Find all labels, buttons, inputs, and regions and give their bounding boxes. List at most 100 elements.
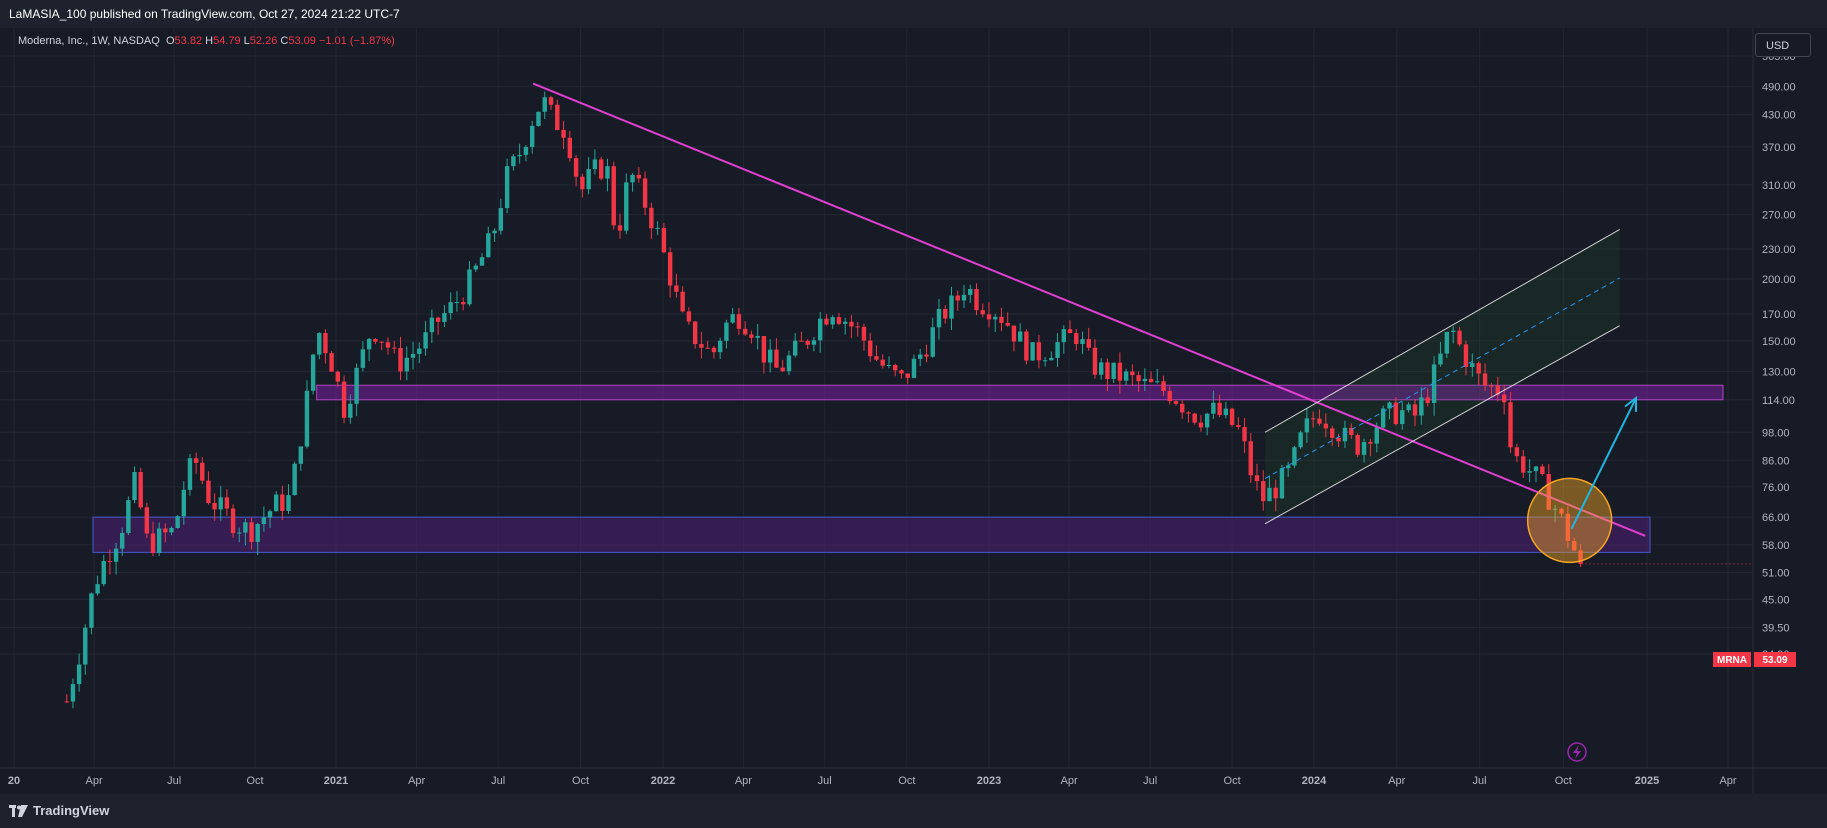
candle-body	[736, 314, 742, 329]
x-tick-label: 2021	[324, 775, 348, 787]
candle-body	[1254, 475, 1260, 482]
candle-body	[1180, 403, 1185, 413]
candle-body	[605, 166, 610, 179]
candle-body	[1036, 342, 1042, 361]
x-tick-label: Jul	[167, 775, 181, 787]
candle-body	[1074, 333, 1079, 344]
candle-body	[1030, 342, 1035, 361]
legend-symbol: Moderna, Inc., 1W, NASDAQ	[18, 35, 160, 47]
candle-body	[1393, 402, 1399, 425]
candle-body	[379, 341, 384, 343]
candle-body	[1304, 418, 1310, 433]
candle-body	[1080, 339, 1085, 344]
candle-body	[1406, 404, 1411, 411]
tradingview-logo-icon	[9, 804, 28, 817]
candle-body	[649, 207, 654, 229]
lightning-icon[interactable]	[1567, 742, 1587, 762]
currency-button[interactable]: USD	[1755, 33, 1811, 57]
candle-body	[674, 285, 679, 292]
x-tick-label: 2025	[1635, 775, 1659, 787]
y-tick-label: 86.00	[1762, 455, 1790, 467]
candle-body	[1495, 385, 1500, 395]
x-tick-label: 2024	[1302, 775, 1327, 787]
candle-body	[542, 97, 547, 112]
candle-body	[1546, 474, 1551, 510]
candle-body	[1117, 362, 1123, 381]
candle-body	[1451, 330, 1456, 332]
candle-body	[548, 97, 554, 105]
candle-body	[1267, 487, 1272, 502]
candle-body	[1011, 325, 1017, 342]
candle-body	[1438, 353, 1443, 365]
candle-body	[243, 522, 248, 533]
candle-body	[206, 480, 211, 503]
candle-body	[467, 269, 472, 305]
candle-body	[113, 548, 119, 562]
x-tick-label: 20	[8, 775, 20, 787]
candle-body	[1521, 456, 1526, 473]
candle-body	[855, 326, 860, 328]
candle-body	[1024, 331, 1029, 361]
candle-body	[730, 314, 735, 323]
candle-body	[429, 317, 435, 333]
candle-body	[1470, 363, 1475, 367]
y-tick-label: 200.00	[1762, 274, 1796, 286]
candle-body	[1329, 428, 1335, 438]
candle-body	[692, 321, 698, 345]
legend-high-label: H	[205, 35, 214, 47]
candle-body	[163, 528, 168, 533]
y-tick-label: 150.00	[1762, 336, 1796, 348]
x-tick-label: Jul	[1143, 775, 1157, 787]
y-tick-label: 170.00	[1762, 309, 1796, 321]
candle-body	[573, 158, 579, 177]
candle-body	[993, 316, 998, 320]
candle-body	[886, 365, 892, 367]
legend-open-label: O	[165, 35, 175, 47]
candle-body	[169, 527, 174, 533]
candle-body	[1223, 408, 1229, 416]
candle-body	[1261, 481, 1266, 502]
candle-body	[329, 353, 334, 372]
candle-body	[586, 169, 591, 190]
candle-body	[286, 495, 291, 511]
candle-body	[1323, 423, 1329, 429]
candle-body	[267, 511, 273, 518]
candle-body	[861, 326, 867, 341]
candle-body	[392, 347, 397, 349]
candle-body	[1279, 468, 1285, 499]
candle-body	[156, 528, 162, 553]
candle-body	[1527, 471, 1532, 473]
candle-body	[580, 176, 585, 190]
y-tick-label: 66.00	[1762, 512, 1790, 524]
candle-body	[323, 333, 328, 354]
candle-body	[1017, 331, 1023, 342]
candle-body	[630, 174, 635, 183]
candle-body	[498, 208, 504, 231]
candle-body	[1431, 364, 1437, 403]
tradingview-brand[interactable]: TradingView	[9, 803, 109, 818]
publish-header: LaMASIA_100 published on TradingView.com…	[0, 0, 1827, 28]
candle-body	[249, 522, 254, 542]
candle-body	[530, 125, 535, 148]
candle-body	[724, 322, 729, 341]
candle-body	[1368, 442, 1373, 444]
candle-body	[423, 332, 428, 349]
chart-frame[interactable]: 565.00490.00430.00370.00310.00270.00230.…	[0, 28, 1827, 794]
candle-body	[1355, 434, 1360, 455]
candle-body	[974, 289, 979, 311]
price-tag-box	[1754, 652, 1796, 667]
price-chart[interactable]: 565.00490.00430.00370.00310.00270.00230.…	[0, 28, 1827, 794]
candle-body	[1292, 447, 1297, 466]
candle-body	[755, 336, 760, 338]
candle-body	[1463, 344, 1469, 367]
candle-body	[1400, 410, 1405, 425]
x-tick-label: Oct	[1555, 775, 1572, 787]
candle-body	[1508, 402, 1513, 448]
candle-body	[83, 627, 88, 665]
candle-body	[761, 336, 767, 363]
candle-body	[1173, 401, 1179, 404]
candle-body	[1540, 466, 1545, 475]
candle-body	[918, 354, 923, 359]
candle-body	[138, 472, 143, 508]
candle-body	[1552, 508, 1558, 510]
